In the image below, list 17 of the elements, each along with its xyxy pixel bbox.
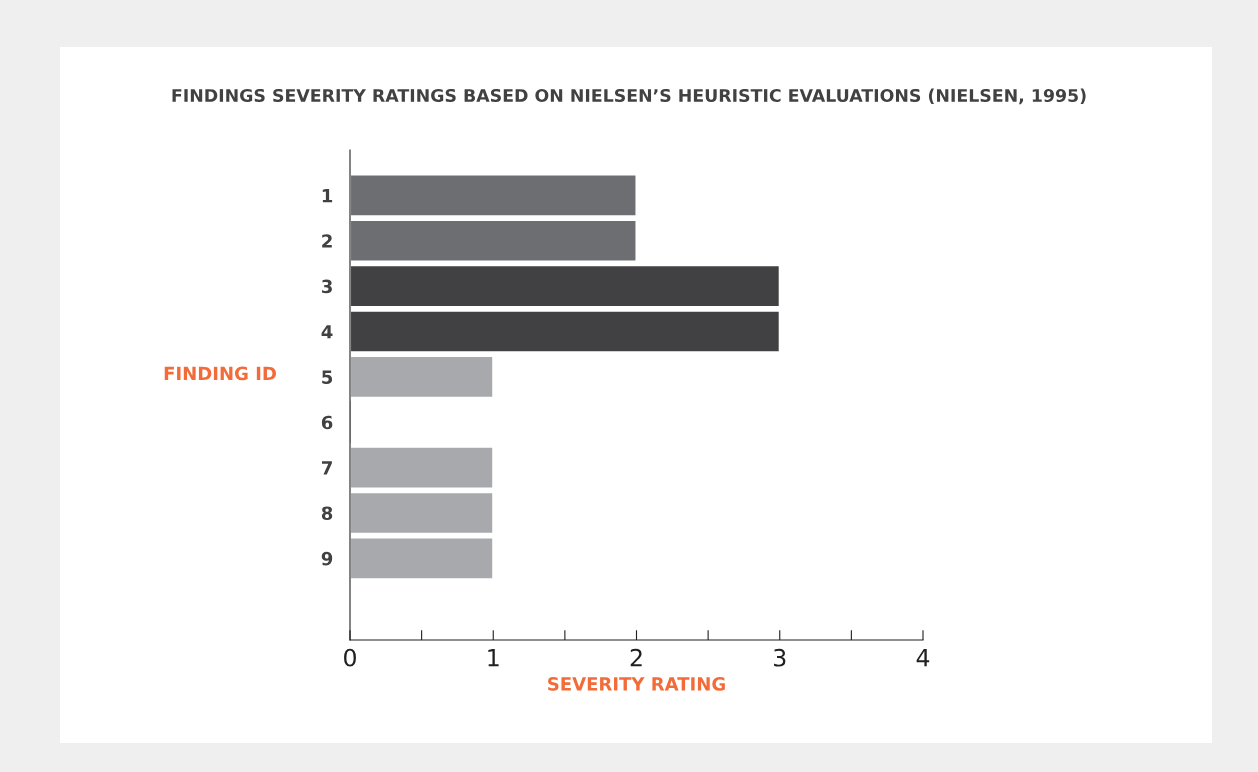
- y-axis-title: FINDING ID: [164, 366, 276, 381]
- chart-title: FINDINGS SEVERITY RATINGS BASED ON NIELSEN’S HEURISTIC EVALUATIONS (NIELSEN, 1995): [172, 88, 1086, 105]
- x-axis-title: SEVERITY RATING: [548, 677, 725, 691]
- x-tick-label: 2: [630, 648, 642, 667]
- x-tick-label: 1: [488, 649, 499, 667]
- y-tick-label: 8: [321, 506, 333, 521]
- y-tick-label: 2: [322, 234, 332, 248]
- y-tick-label: 1: [322, 189, 333, 203]
- y-tick-label: 7: [321, 461, 332, 475]
- x-tick-label: 0: [344, 648, 356, 667]
- y-tick-label: 6: [321, 415, 333, 430]
- y-tick-label: 5: [322, 370, 333, 384]
- y-tick-label: 9: [321, 551, 333, 566]
- y-tick-label: 3: [321, 279, 332, 294]
- x-tick-label: 3: [774, 648, 786, 667]
- y-tick-label: 4: [321, 325, 333, 339]
- x-tick-label: 4: [916, 649, 930, 667]
